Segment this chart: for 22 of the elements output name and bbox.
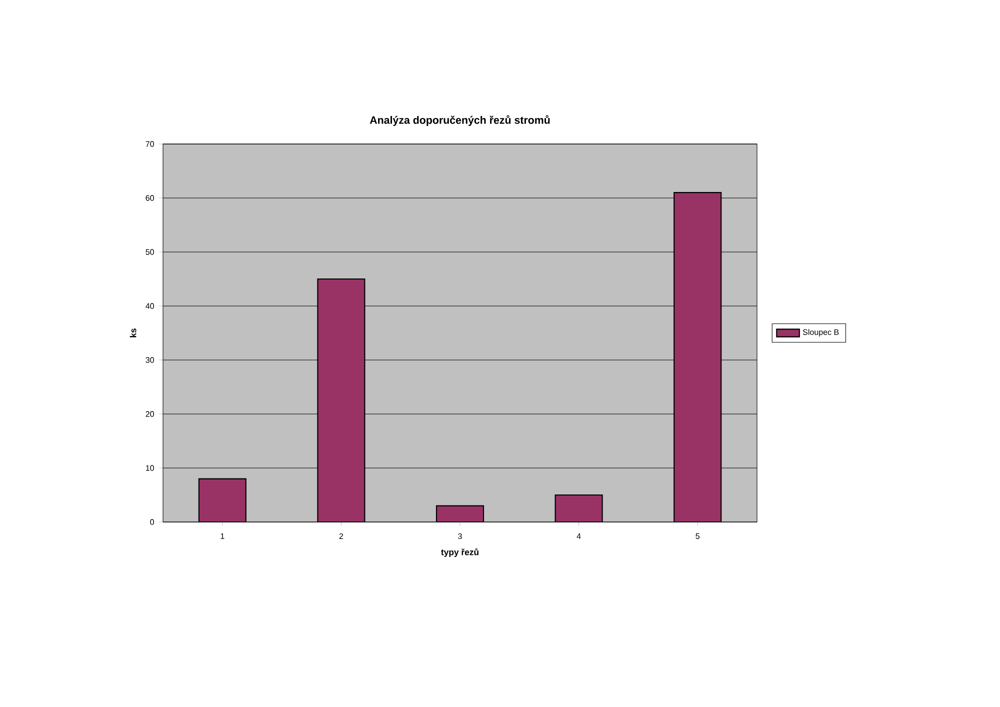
x-tick-label: 2 (339, 533, 344, 539)
y-tick-label: 0 (150, 519, 154, 525)
y-tick-label: 40 (146, 303, 154, 309)
legend-label: Sloupec B (802, 329, 839, 337)
bar (554, 494, 603, 522)
y-tick-label: 30 (146, 357, 154, 363)
y-tick-label: 70 (146, 141, 154, 147)
y-axis-title: ks (130, 328, 136, 338)
x-tick-label: 5 (696, 533, 700, 539)
x-axis-title: typy řezů (441, 548, 478, 557)
x-tick-label: 3 (458, 533, 462, 540)
x-tick-label: 1 (220, 533, 224, 539)
bar (317, 278, 366, 522)
y-tick-label: 10 (146, 465, 154, 471)
x-tick-label: 4 (576, 533, 581, 539)
bar (436, 505, 484, 522)
chart-title: Analýza doporučených řezů stromů (370, 115, 550, 126)
y-tick-label: 20 (146, 411, 154, 417)
y-tick-label: 50 (146, 249, 154, 255)
bar (198, 478, 246, 522)
bar (674, 192, 722, 522)
y-tick-label: 60 (146, 195, 154, 201)
